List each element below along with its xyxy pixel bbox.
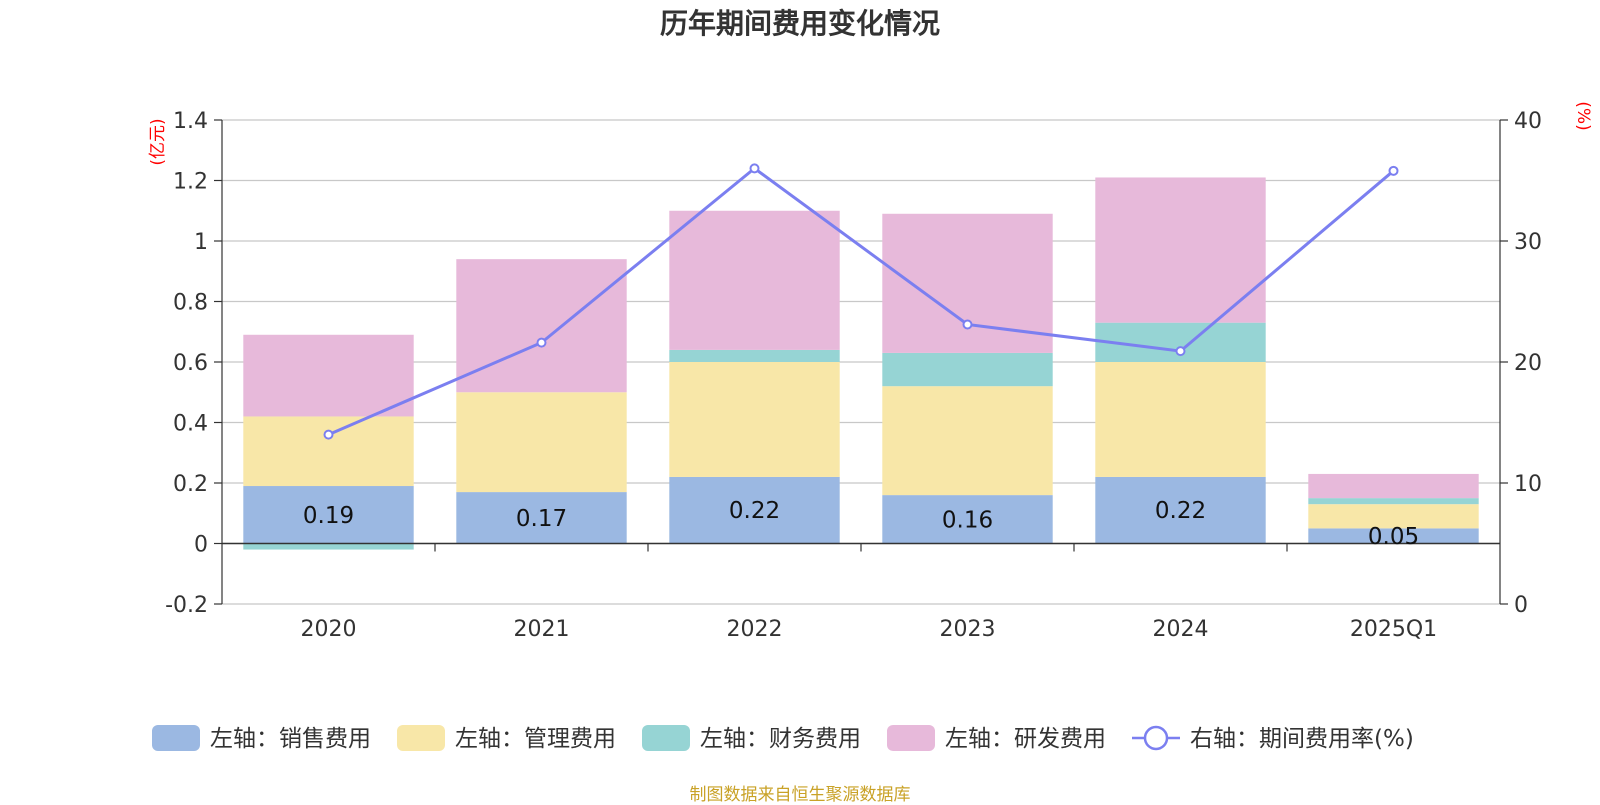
bar-segment (1308, 504, 1479, 529)
left-tick-label: 0.4 (173, 412, 208, 437)
bar-segment (243, 543, 414, 550)
rate-line-path (327, 166, 1395, 436)
data-label: 0.05 (1368, 524, 1419, 550)
bar-segment (669, 349, 840, 362)
rate-point (1388, 165, 1399, 176)
left-tick-label: 0.8 (173, 291, 208, 316)
bar-segment (669, 210, 840, 350)
legend-marker-icon (1143, 725, 1169, 751)
data-source-note: 制图数据来自恒生聚源数据库 (689, 785, 911, 805)
data-label: 0.17 (516, 506, 567, 532)
x-tick-label: 2023 (940, 617, 996, 642)
rate-point (749, 163, 760, 174)
bar-segment (1308, 473, 1479, 499)
legend-label: 右轴：期间费用率(%) (1190, 726, 1414, 752)
data-label: 0.22 (1155, 498, 1206, 524)
bar-segment (456, 259, 627, 393)
chart-title: 历年期间费用变化情况 (659, 7, 940, 40)
x-tick-label: 2022 (727, 617, 783, 642)
x-tick-label: 2020 (301, 617, 357, 642)
right-tick-label: 30 (1514, 230, 1542, 255)
legend-swatch-icon (397, 725, 445, 751)
x-tick-label: 2025Q1 (1350, 617, 1437, 642)
right-tick-label: 0 (1514, 593, 1528, 618)
bar-segment (243, 416, 414, 487)
rate-point (962, 319, 973, 330)
bar-segment (1095, 177, 1266, 323)
data-label: 0.19 (303, 503, 354, 529)
bar-segment (1308, 498, 1479, 505)
legend-label: 左轴：研发费用 (945, 726, 1106, 752)
legend-label: 左轴：管理费用 (455, 726, 616, 752)
rate-point (1175, 346, 1186, 357)
bar-segment (882, 495, 1053, 544)
rate-line (323, 163, 1399, 440)
bars (243, 177, 1479, 550)
right-tick-label: 20 (1514, 351, 1542, 376)
bar-segment (669, 362, 840, 477)
right-tick-label: 10 (1514, 472, 1542, 497)
left-tick-label: 0.2 (173, 472, 208, 497)
bar-segment (1308, 528, 1479, 544)
bar-segment (882, 386, 1053, 496)
legend-swatch-icon (887, 725, 935, 751)
legend: 左轴：销售费用 左轴：管理费用 左轴：财务费用 左轴：研发费用 右轴：期间费用率(%) (152, 725, 1414, 752)
bar-segment (669, 476, 840, 544)
left-tick-label: 1.2 (173, 170, 208, 195)
bar-segment (243, 334, 414, 417)
left-tick-label: 1.4 (173, 109, 208, 134)
data-label: 0.16 (942, 507, 993, 533)
bar-segment (1095, 476, 1266, 544)
bar-segment (456, 492, 627, 544)
legend-swatch-icon (642, 725, 690, 751)
left-tick-label: 0 (194, 533, 208, 558)
data-labels: 0.19 0.17 0.22 0.16 0.22 0.05 (303, 498, 1419, 550)
axes: -0.2 0 0.2 0.4 0.6 0.8 1 1.2 1.4 0 10 20 30 40 2020 202… (165, 109, 1542, 642)
rate-point (323, 429, 334, 440)
bar-segment (1095, 362, 1266, 477)
data-label: 0.22 (729, 498, 780, 524)
legend-swatch-icon (152, 725, 200, 751)
rate-point (536, 337, 547, 348)
right-tick-label: 40 (1514, 109, 1542, 134)
bar-segment (456, 392, 627, 493)
left-axis-unit: (亿元) (148, 118, 168, 165)
legend-label: 左轴：财务费用 (700, 726, 861, 752)
left-tick-label: -0.2 (165, 593, 208, 618)
left-tick-label: 0.6 (173, 351, 208, 376)
right-axis-unit: (%) (1573, 101, 1593, 130)
legend-label: 左轴：销售费用 (210, 726, 371, 752)
x-tick-label: 2021 (514, 617, 570, 642)
bar-segment (882, 352, 1053, 387)
left-tick-label: 1 (194, 230, 208, 255)
x-tick-label: 2024 (1153, 617, 1209, 642)
bar-segment (243, 486, 414, 544)
